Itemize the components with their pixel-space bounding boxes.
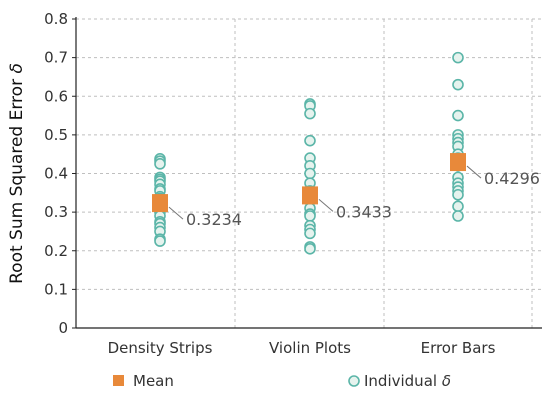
means (152, 153, 466, 213)
legend-individual-swatch (348, 375, 360, 387)
y-tick-label: 0 (58, 319, 68, 337)
mean-marker (450, 153, 466, 172)
individual-point (304, 227, 316, 240)
individual-point (304, 210, 316, 222)
legend-individual-label: Individual δ (364, 372, 451, 390)
individual-point (154, 235, 166, 247)
mean-value-label: 0.3234 (186, 210, 242, 229)
y-tick-label: 0.8 (44, 10, 68, 28)
y-axis-title-symbol: δ (7, 63, 27, 73)
legend-mean-label: Mean (133, 372, 174, 390)
axes: 0 0.1 0.2 0.3 0.4 0.5 0.6 0.7 0.8 Density Strips V… (7, 10, 542, 357)
y-tick-label: 0.1 (44, 280, 68, 298)
y-tick-label: 0.3 (44, 203, 68, 221)
mean-leader-line (168, 206, 184, 220)
individual-point (452, 210, 464, 222)
mean-marker (152, 194, 168, 213)
individual-point (452, 51, 464, 64)
y-tick-label: 0.5 (44, 126, 68, 144)
mean-leader-line (318, 199, 334, 212)
x-category-label: Density Strips (108, 339, 213, 357)
individual-point (452, 109, 464, 122)
individual-point (452, 78, 464, 91)
legend: Mean Individual δ (113, 372, 451, 390)
individual-point (304, 167, 316, 180)
individual-point (304, 243, 316, 255)
individual-point (304, 134, 316, 147)
individual-point (304, 107, 316, 120)
mean-value-label: 0.3433 (336, 202, 392, 221)
y-tick-label: 0.7 (44, 49, 68, 67)
legend-individual-symbol: δ (442, 372, 451, 390)
labels: 0.3234 0.3433 0.4296 (168, 165, 540, 229)
y-tick-label: 0.2 (44, 242, 68, 260)
y-tick-label: 0.6 (44, 87, 68, 105)
y-axis-title: Root Sum Squared Error δ (7, 63, 27, 284)
mean-value-label: 0.4296 (484, 169, 540, 188)
individual-point (452, 200, 464, 213)
x-category-label: Error Bars (421, 339, 496, 357)
individual-point (154, 158, 166, 170)
y-tick-label: 0.4 (44, 165, 68, 183)
mean-marker (302, 186, 318, 205)
mean-leader-line (466, 165, 482, 179)
legend-mean-swatch (113, 375, 124, 386)
x-category-label: Violin Plots (269, 339, 351, 357)
individual-point (452, 188, 464, 201)
